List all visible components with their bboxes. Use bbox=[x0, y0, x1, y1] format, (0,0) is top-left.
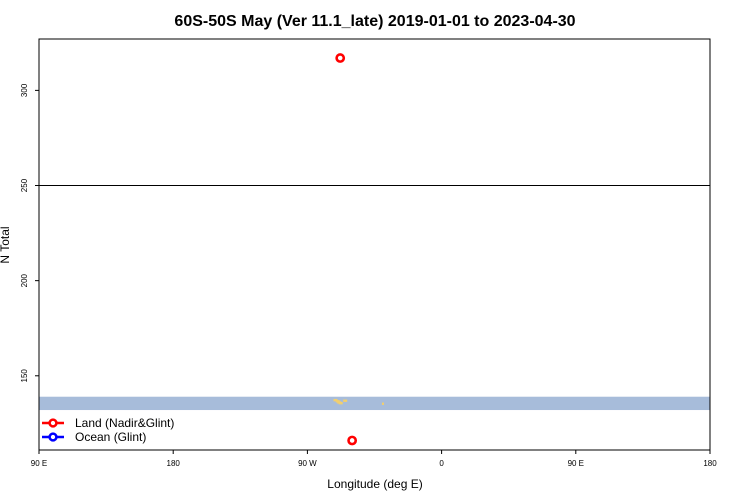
legend-marker bbox=[48, 418, 58, 428]
y-axis-label: N Total bbox=[0, 226, 12, 263]
x-axis-label: Longitude (deg E) bbox=[327, 477, 422, 491]
x-tick-label: 90 W bbox=[298, 459, 317, 468]
x-tick-label: 180 bbox=[703, 459, 717, 468]
data-point bbox=[335, 53, 346, 63]
data-point bbox=[347, 435, 358, 446]
legend-item: Land (Nadir&Glint) bbox=[42, 416, 174, 430]
x-tick-label: 90 E bbox=[31, 459, 47, 468]
legend-label: Land (Nadir&Glint) bbox=[75, 416, 174, 430]
map-band bbox=[39, 396, 710, 411]
x-axis: 90 E 180 90 W 0 90 E 180 bbox=[31, 450, 717, 468]
ocean-band bbox=[39, 396, 710, 411]
chart-title: 60S-50S May (Ver 11.1_late) 2019-01-01 t… bbox=[174, 13, 575, 30]
legend-item: Ocean (Glint) bbox=[42, 430, 146, 444]
legend-label: Ocean (Glint) bbox=[75, 430, 146, 444]
legend-marker bbox=[48, 432, 58, 442]
x-tick-label: 0 bbox=[439, 459, 444, 468]
y-tick-label: 300 bbox=[20, 83, 29, 97]
y-tick-label: 250 bbox=[20, 178, 29, 192]
x-tick-label: 180 bbox=[167, 459, 181, 468]
y-tick-label: 150 bbox=[20, 369, 29, 383]
plot-frame bbox=[38, 38, 711, 451]
land-fragment bbox=[381, 402, 384, 405]
x-tick-label: 90 E bbox=[568, 459, 584, 468]
y-axis: 150 200 250 300 bbox=[20, 83, 39, 382]
land-fragment bbox=[338, 401, 343, 405]
data-points bbox=[335, 53, 358, 446]
land-fragment bbox=[343, 399, 348, 402]
legend: Land (Nadir&Glint)Ocean (Glint) bbox=[42, 416, 174, 444]
land-fragment bbox=[333, 398, 338, 402]
y-tick-label: 200 bbox=[20, 273, 29, 287]
